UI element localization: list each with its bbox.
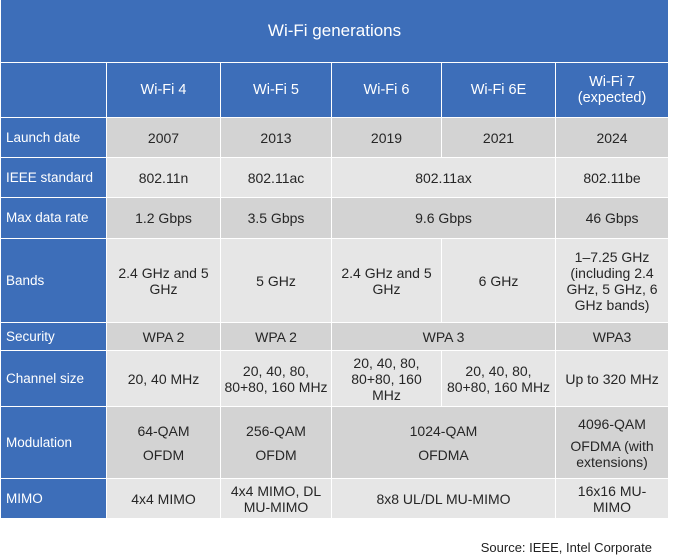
row-label-ieee-standard: IEEE standard (0, 157, 107, 198)
modulation-wifi7-scheme: OFDMA (with extensions) (570, 437, 654, 470)
wifi-generations-table-container: Wi-Fi generations Wi-Fi 4 Wi-Fi 5 Wi-Fi … (0, 0, 670, 519)
cell-ieee-wifi4: 802.11n (106, 157, 221, 198)
cell-modulation-wifi7: 4096-QAM OFDMA (with extensions) (554, 406, 670, 479)
cell-ieee-wifi6-6e: 802.11ax (331, 157, 556, 198)
header-wifi5: Wi-Fi 5 (220, 62, 332, 118)
table-row-bands: Bands 2.4 GHz and 5 GHz 5 GHz 2.4 GHz an… (0, 238, 670, 323)
wifi-generations-table: Wi-Fi generations Wi-Fi 4 Wi-Fi 5 Wi-Fi … (0, 0, 670, 519)
table-row-ieee-standard: IEEE standard 802.11n 802.11ac 802.11ax … (0, 157, 670, 198)
cell-channel-wifi7: Up to 320 MHz (554, 350, 670, 407)
row-label-security: Security (0, 322, 107, 351)
table-row-launch-date: Launch date 2007 2013 2019 2021 2024 (0, 117, 670, 158)
cell-modulation-wifi6-6e: 1024-QAM OFDMA (331, 406, 556, 479)
header-wifi7-label: Wi-Fi 7 (expected) (577, 74, 647, 106)
row-label-mimo: MIMO (0, 478, 107, 519)
header-wifi7: Wi-Fi 7 (expected) (554, 62, 670, 118)
cell-modulation-wifi5: 256-QAM OFDM (220, 406, 332, 479)
cell-mimo-wifi5: 4x4 MIMO, DL MU-MIMO (220, 478, 332, 519)
table-title: Wi-Fi generations (0, 0, 670, 63)
cell-launch-wifi6: 2019 (331, 117, 442, 158)
modulation-wifi6-6e-qam: 1024-QAM (409, 422, 478, 439)
cell-launch-wifi5: 2013 (220, 117, 332, 158)
cell-channel-wifi6e: 20, 40, 80, 80+80, 160 MHz (441, 350, 556, 407)
row-label-bands: Bands (0, 238, 107, 323)
cell-bands-wifi4: 2.4 GHz and 5 GHz (106, 238, 221, 323)
cell-rate-wifi4: 1.2 Gbps (106, 197, 221, 239)
cell-bands-wifi6e: 6 GHz (441, 238, 556, 323)
cell-rate-wifi6-6e: 9.6 Gbps (331, 197, 556, 239)
table-row-max-data-rate: Max data rate 1.2 Gbps 3.5 Gbps 9.6 Gbps… (0, 197, 670, 239)
modulation-wifi5-scheme: OFDM (255, 446, 297, 463)
cell-bands-wifi5: 5 GHz (220, 238, 332, 323)
cell-mimo-wifi4: 4x4 MIMO (106, 478, 221, 519)
table-row-modulation: Modulation 64-QAM OFDM 256-QAM OFDM 1024… (0, 406, 670, 479)
cell-security-wifi6-6e: WPA 3 (331, 322, 556, 351)
cell-rate-wifi5: 3.5 Gbps (220, 197, 332, 239)
modulation-wifi5-qam: 256-QAM (246, 422, 306, 439)
modulation-wifi7-qam: 4096-QAM (578, 415, 646, 432)
table-row-channel-size: Channel size 20, 40 MHz 20, 40, 80, 80+8… (0, 350, 670, 407)
cell-channel-wifi5: 20, 40, 80, 80+80, 160 MHz (220, 350, 332, 407)
cell-security-wifi5: WPA 2 (220, 322, 332, 351)
header-wifi4: Wi-Fi 4 (106, 62, 221, 118)
row-label-launch-date: Launch date (0, 117, 107, 158)
modulation-wifi4-qam: 64-QAM (137, 422, 190, 439)
modulation-wifi4-scheme: OFDM (142, 446, 185, 463)
cell-launch-wifi7: 2024 (554, 117, 670, 158)
cell-bands-wifi7: 1–7.25 GHz (including 2.4 GHz, 5 GHz, 6 … (554, 238, 670, 323)
cell-launch-wifi6e: 2021 (441, 117, 556, 158)
cell-ieee-wifi5: 802.11ac (220, 157, 332, 198)
cell-mimo-wifi6-6e: 8x8 UL/DL MU-MIMO (331, 478, 556, 519)
modulation-wifi6-6e-scheme: OFDMA (418, 446, 469, 463)
row-label-channel-size: Channel size (0, 350, 107, 407)
row-label-modulation: Modulation (0, 406, 107, 479)
cell-security-wifi7: WPA3 (554, 322, 670, 351)
header-wifi6e: Wi-Fi 6E (441, 62, 556, 118)
cell-ieee-wifi7: 802.11be (554, 157, 670, 198)
table-row-mimo: MIMO 4x4 MIMO 4x4 MIMO, DL MU-MIMO 8x8 U… (0, 478, 670, 519)
cell-launch-wifi4: 2007 (106, 117, 221, 158)
cell-security-wifi4: WPA 2 (106, 322, 221, 351)
cell-modulation-wifi4: 64-QAM OFDM (106, 406, 221, 479)
cell-channel-wifi6: 20, 40, 80, 80+80, 160 MHz (331, 350, 442, 407)
header-empty-cell (0, 62, 107, 118)
cell-mimo-wifi7: 16x16 MU-MIMO (554, 478, 670, 519)
cell-bands-wifi6: 2.4 GHz and 5 GHz (331, 238, 442, 323)
row-label-max-data-rate: Max data rate (0, 197, 107, 239)
table-row-security: Security WPA 2 WPA 2 WPA 3 WPA3 (0, 322, 670, 351)
cell-rate-wifi7: 46 Gbps (554, 197, 670, 239)
source-caption: Source: IEEE, Intel Corporate (480, 540, 652, 555)
header-wifi6: Wi-Fi 6 (331, 62, 442, 118)
cell-channel-wifi4: 20, 40 MHz (106, 350, 221, 407)
